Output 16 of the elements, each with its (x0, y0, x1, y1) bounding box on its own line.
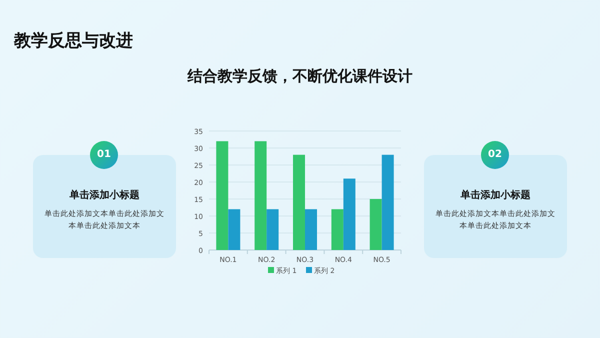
text: 单击添加小标题 (68, 188, 140, 202)
bar (305, 209, 317, 250)
bar (370, 199, 382, 250)
text: 02 (481, 141, 509, 169)
bar (331, 209, 344, 250)
text: 单击添加小标题 (460, 188, 532, 202)
bar (293, 154, 305, 250)
bar (382, 154, 394, 250)
chart-title: 教学反思与改进 (14, 30, 133, 52)
text: 01 (90, 141, 118, 169)
bar (266, 209, 279, 250)
bar (254, 141, 267, 250)
bar (216, 141, 228, 250)
bar (228, 209, 240, 250)
bar (343, 178, 356, 250)
chart-subtitle: 结合教学反馈，不断优化课件设计 (186, 67, 414, 86)
